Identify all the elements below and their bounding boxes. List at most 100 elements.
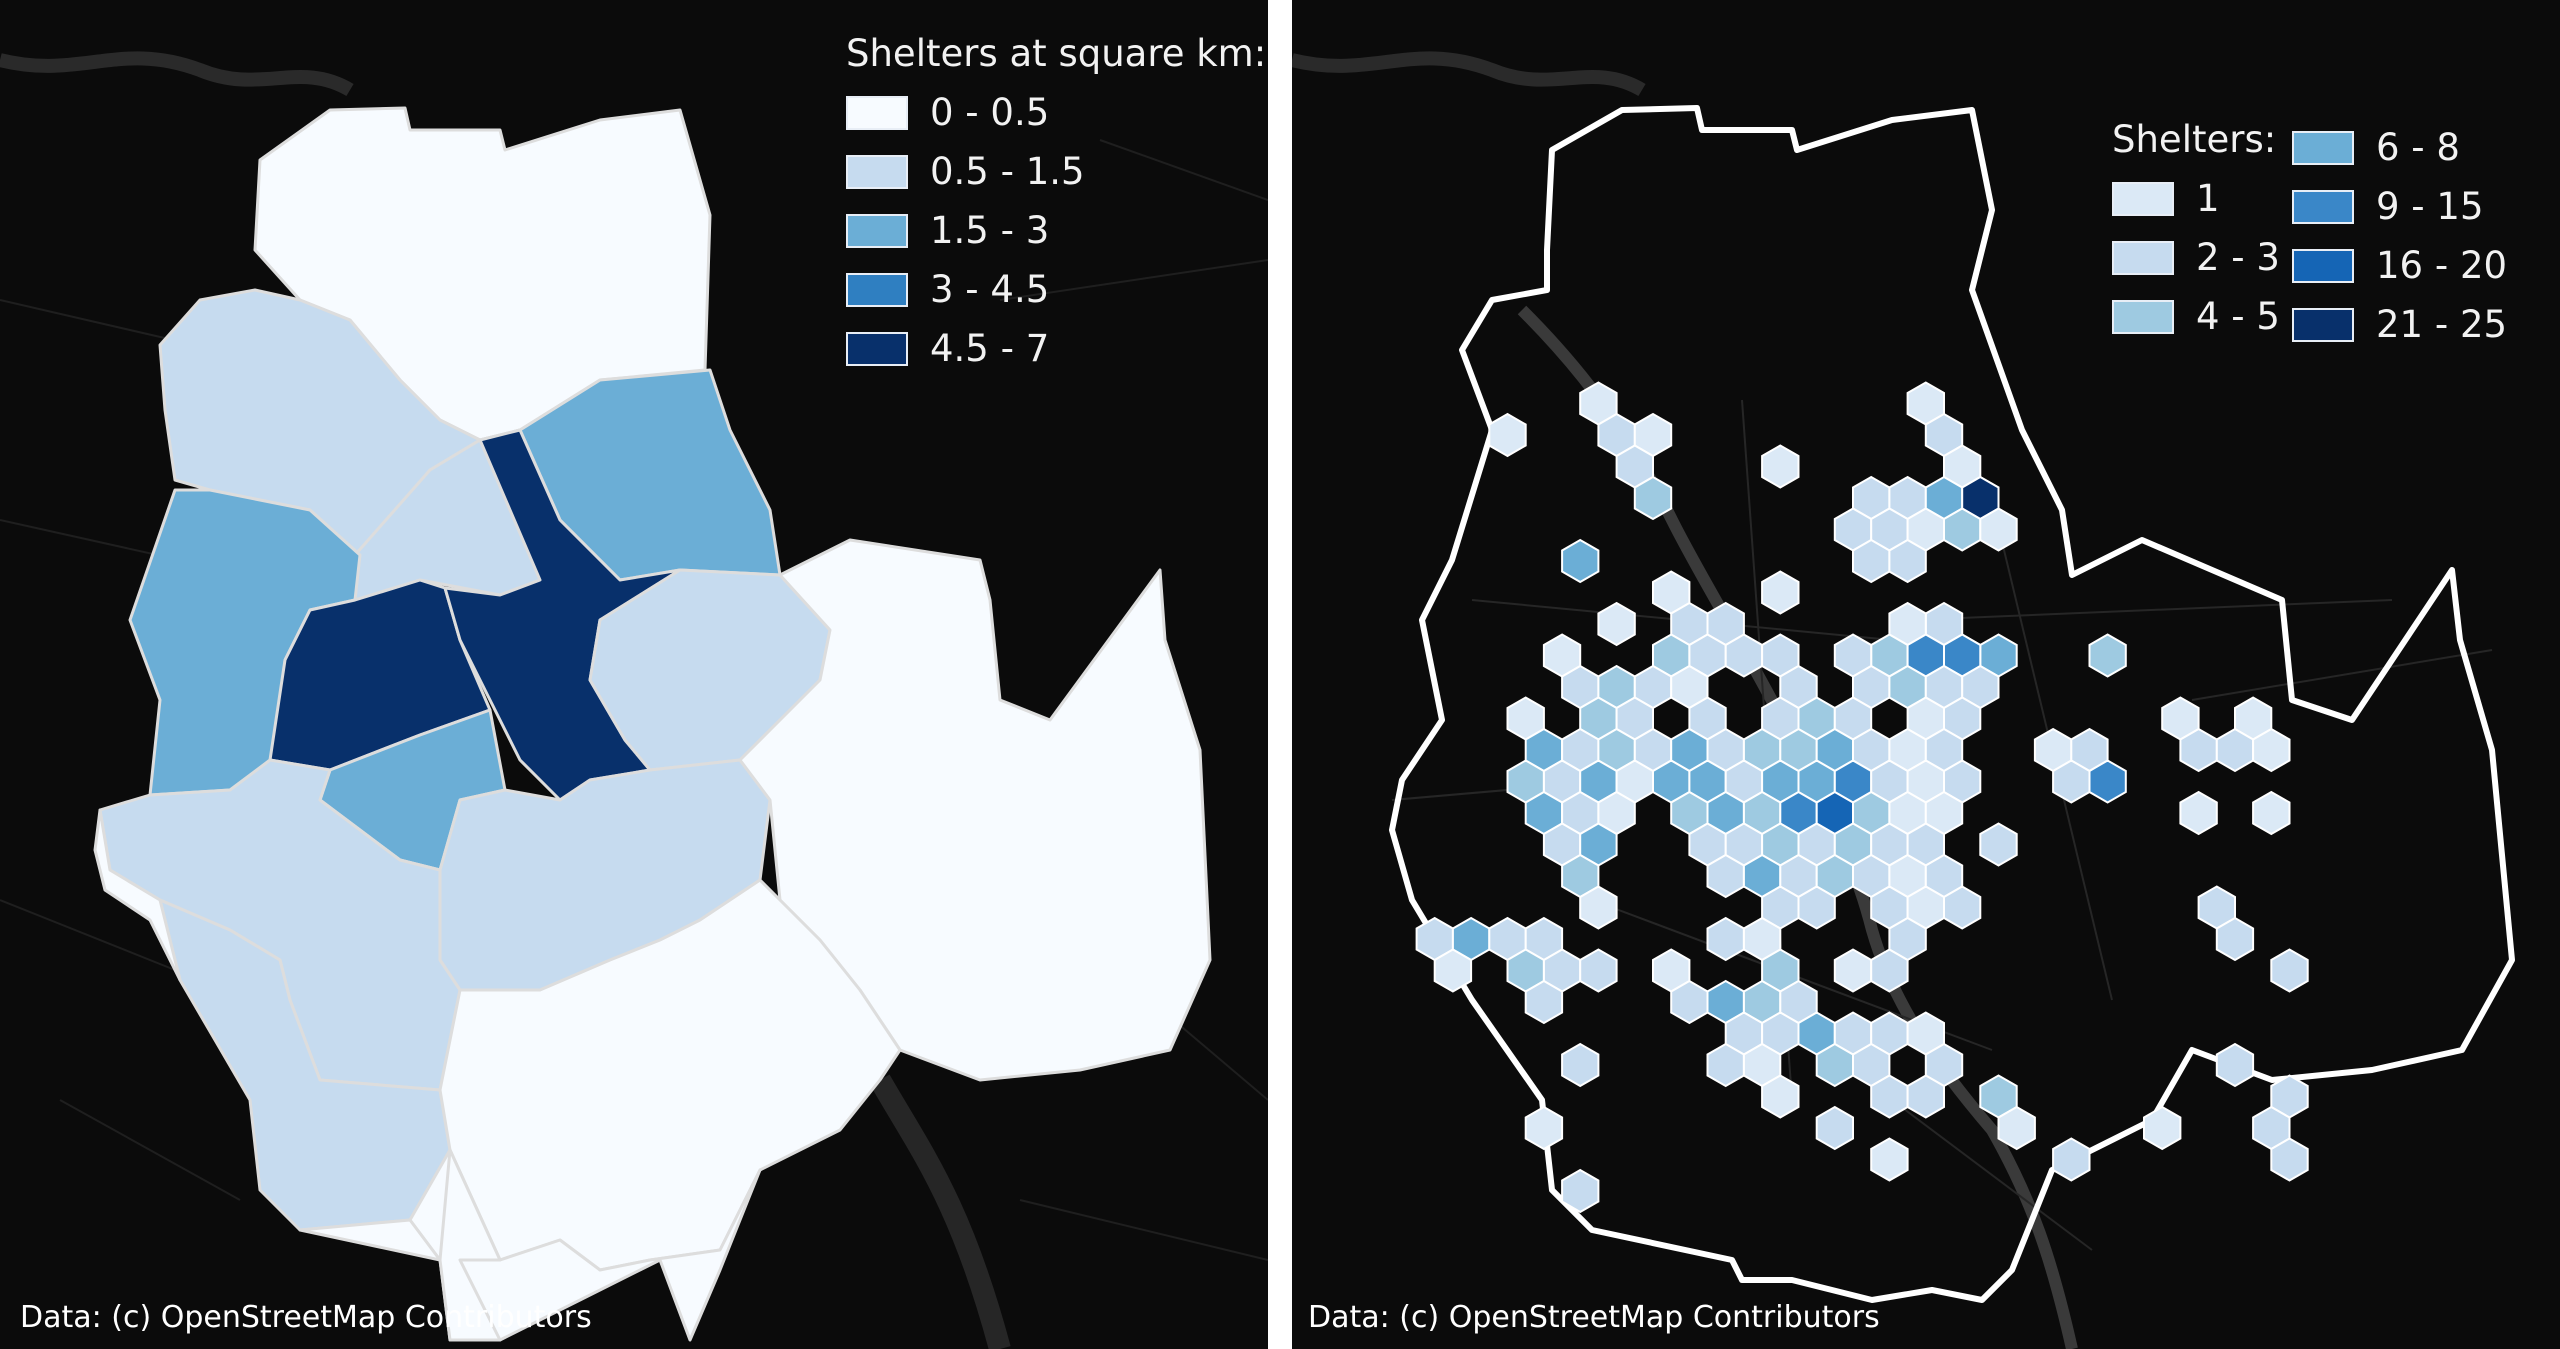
hexbin-cell bbox=[1579, 885, 1618, 930]
legend-swatch bbox=[2292, 307, 2354, 342]
legend-swatch bbox=[846, 213, 908, 248]
legend-column-2: 6 - 8 9 - 15 16 - 20 21 - 25 bbox=[2292, 118, 2507, 354]
legend-label: 1.5 - 3 bbox=[930, 209, 1050, 252]
hexbin-cell bbox=[1670, 979, 1709, 1025]
legend-label: 2 - 3 bbox=[2196, 236, 2280, 279]
legend-items-col1: 1 2 - 3 4 - 5 bbox=[2112, 169, 2280, 346]
hexbin-cell bbox=[2270, 1137, 2309, 1182]
hexbin-cell bbox=[2215, 1042, 2255, 1088]
hexbin-cell bbox=[1706, 1042, 1745, 1088]
hexbin-cell bbox=[2052, 759, 2091, 804]
hexbin-cell bbox=[2143, 1105, 2182, 1151]
hexbin-cell bbox=[1433, 948, 1473, 993]
hexbin-cell bbox=[1870, 1137, 1909, 1182]
hexbin-cell bbox=[1852, 538, 1891, 584]
legend-item: 21 - 25 bbox=[2292, 295, 2507, 354]
legend-item: 1.5 - 3 bbox=[846, 201, 1266, 260]
legend-item: 16 - 20 bbox=[2292, 236, 2507, 295]
legend-swatch bbox=[2112, 181, 2174, 216]
legend-swatch bbox=[846, 95, 908, 130]
hexbin-cell bbox=[1561, 1168, 1600, 1214]
hexbin-cell bbox=[1561, 538, 1600, 584]
legend-label: 16 - 20 bbox=[2376, 244, 2508, 287]
choropleth-legend: Shelters at square km: 0 - 0.5 0.5 - 1.5 1… bbox=[846, 32, 1266, 378]
hexbin-cell bbox=[1979, 507, 2018, 552]
legend-item: 4 - 5 bbox=[2112, 287, 2280, 346]
legend-item: 3 - 4.5 bbox=[846, 260, 1266, 319]
legend-label: 21 - 25 bbox=[2376, 303, 2508, 346]
hexbin-cell bbox=[1561, 1042, 1600, 1088]
district-far-west bbox=[93, 808, 182, 982]
hexbin-cell bbox=[1524, 1105, 1564, 1151]
hexbin-cell bbox=[1633, 475, 1673, 521]
hexbin-cell bbox=[1724, 633, 1764, 678]
hexbin-cell bbox=[2252, 727, 2291, 773]
hexbin-cell bbox=[1888, 538, 1927, 584]
hexbin-cell bbox=[2088, 633, 2127, 678]
hexbin-cell bbox=[1579, 948, 1618, 993]
legend-item: 0 - 0.5 bbox=[846, 83, 1266, 142]
hexbin-cell bbox=[1997, 1105, 2036, 1151]
legend-swatch bbox=[846, 154, 908, 189]
hexbin-layer bbox=[1415, 381, 2309, 1214]
hexbin-cell bbox=[2215, 916, 2255, 962]
hexbin-cell bbox=[1761, 1074, 1800, 1119]
legend-swatch bbox=[2292, 130, 2354, 165]
legend-column-1: Shelters: 1 2 - 3 4 - 5 bbox=[2112, 118, 2280, 346]
legend-label: 0.5 - 1.5 bbox=[930, 150, 1085, 193]
legend-swatch bbox=[2112, 299, 2174, 334]
hexbin-cell bbox=[2252, 790, 2291, 836]
hexbin-cell bbox=[1706, 853, 1745, 899]
hexbin-cell bbox=[1524, 979, 1564, 1025]
hexbin-cell bbox=[1706, 916, 1745, 962]
hexbin-cell bbox=[1815, 1105, 1854, 1151]
legend-swatch bbox=[2292, 189, 2354, 224]
hexbin-cell bbox=[2215, 727, 2255, 773]
legend-label: 0 - 0.5 bbox=[930, 91, 1050, 134]
legend-items-col2: 6 - 8 9 - 15 16 - 20 21 - 25 bbox=[2292, 118, 2507, 354]
legend-item: 4.5 - 7 bbox=[846, 319, 1266, 378]
legend-item: 6 - 8 bbox=[2292, 118, 2507, 177]
hexbin-cell bbox=[1979, 822, 2018, 867]
legend-swatch bbox=[2292, 248, 2354, 283]
legend-swatch bbox=[2112, 240, 2174, 275]
map-attribution: Data: (c) OpenStreetMap Contributors bbox=[1308, 1300, 1880, 1335]
legend-items: 0 - 0.5 0.5 - 1.5 1.5 - 3 3 - 4.5 4.5 - 7 bbox=[846, 83, 1266, 378]
hexbin-cell bbox=[1870, 1074, 1909, 1119]
hexbin-cell bbox=[1597, 601, 1636, 647]
hexbin-cell bbox=[1797, 885, 1836, 930]
hexbin-cell bbox=[1815, 1042, 1854, 1088]
hexbin-cell bbox=[1906, 1074, 1945, 1119]
legend-label: 4 - 5 bbox=[2196, 295, 2280, 338]
map-attribution: Data: (c) OpenStreetMap Contributors bbox=[20, 1300, 592, 1335]
hexbin-cell bbox=[1943, 885, 1982, 930]
legend-item: 2 - 3 bbox=[2112, 228, 2280, 287]
legend-label: 9 - 15 bbox=[2376, 185, 2484, 228]
choropleth-map-panel: Shelters at square km: 0 - 0.5 0.5 - 1.5 1… bbox=[0, 0, 1268, 1349]
hexbin-cell bbox=[1761, 570, 1800, 615]
legend-item: 9 - 15 bbox=[2292, 177, 2507, 236]
legend-swatch bbox=[846, 331, 908, 366]
district-wawer bbox=[738, 538, 1212, 1082]
legend-label: 1 bbox=[2196, 177, 2220, 220]
legend-label: 6 - 8 bbox=[2376, 126, 2460, 169]
river-background bbox=[0, 51, 354, 97]
hexbin-cell bbox=[1943, 507, 1982, 552]
legend-title: Shelters: bbox=[2112, 118, 2277, 161]
hexbin-cell bbox=[1870, 948, 1909, 993]
river-background bbox=[1292, 51, 1646, 97]
hexbin-cell bbox=[1761, 444, 1800, 489]
city-boundary bbox=[1389, 105, 2515, 1303]
legend-item: 0.5 - 1.5 bbox=[846, 142, 1266, 201]
legend-title: Shelters at square km: bbox=[846, 32, 1267, 75]
legend-label: 3 - 4.5 bbox=[930, 268, 1050, 311]
street-network-background bbox=[0, 139, 1268, 1261]
hexbin-cell bbox=[2179, 727, 2218, 773]
legend-item: 1 bbox=[2112, 169, 2280, 228]
hexbin-cell bbox=[2052, 1137, 2091, 1182]
district-choropleth-map bbox=[0, 51, 1268, 1349]
hexbin-cell bbox=[1833, 948, 1873, 993]
district-far-south bbox=[298, 1148, 502, 1342]
hexbin-cell bbox=[2270, 948, 2309, 993]
districts bbox=[93, 106, 1212, 1342]
